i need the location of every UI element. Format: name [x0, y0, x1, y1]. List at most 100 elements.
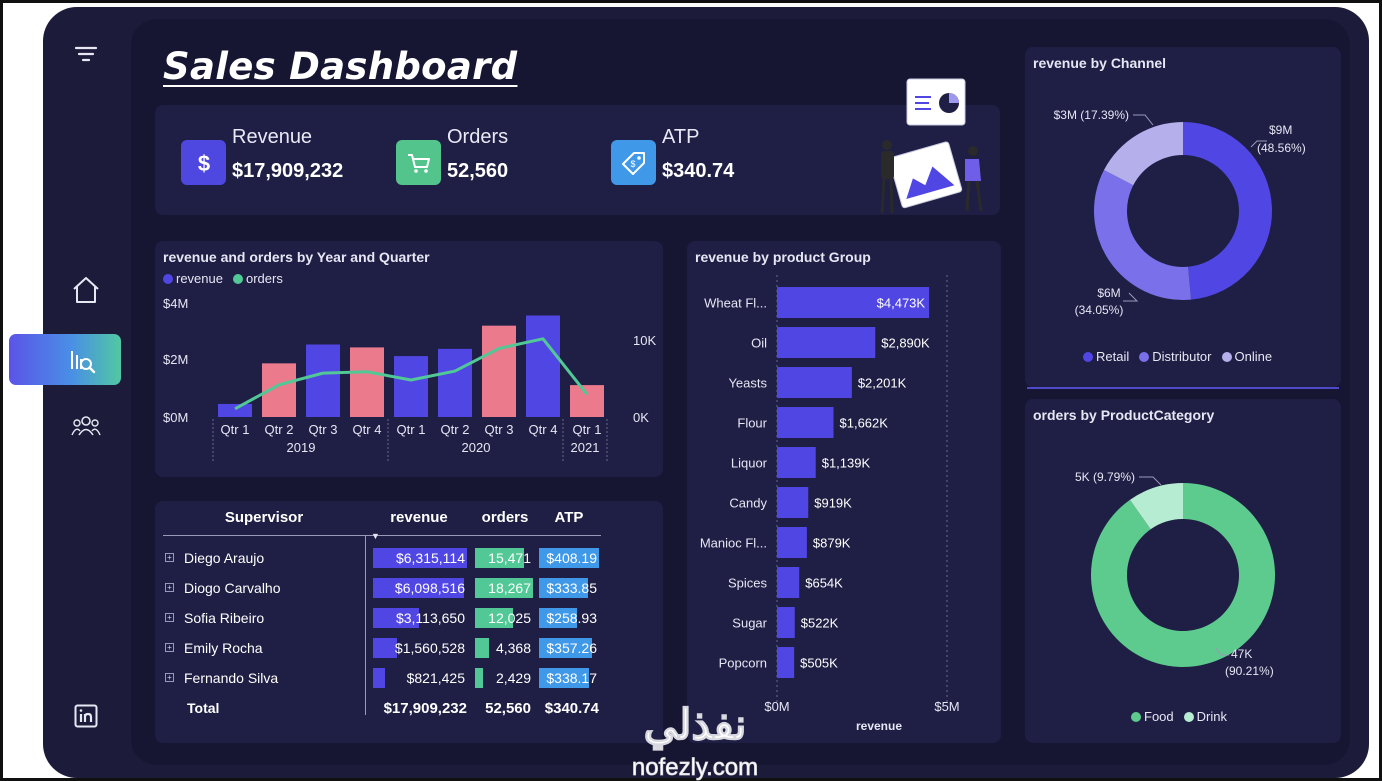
donut-slice[interactable] [1129, 483, 1183, 530]
orders-cell-value: 4,368 [495, 640, 531, 656]
table-row[interactable]: + Emily Rocha $1,560,528 4,368 $357.26 [163, 633, 601, 663]
orders-cell: 12,025 [475, 607, 533, 629]
linkedin-icon[interactable] [69, 699, 103, 733]
x-tick-label: Qtr 1 [221, 422, 250, 437]
table-row[interactable]: + Diogo Carvalho $6,098,516 18,267 $333.8… [163, 573, 601, 603]
x-tick-label: Qtr 1 [397, 422, 426, 437]
atp-cell-fill [539, 578, 588, 598]
revenue-bar[interactable] [218, 403, 252, 417]
category-label: Candy [729, 496, 767, 511]
table-column-divider [365, 535, 366, 715]
data-label: $879K [813, 536, 851, 551]
product-bar[interactable] [777, 487, 809, 518]
product-bar[interactable] [777, 327, 876, 358]
orders-cell-fill [475, 548, 524, 568]
atp-cell: $333.85 [539, 577, 599, 599]
people-icon[interactable] [69, 409, 103, 443]
revenue-bar[interactable] [570, 385, 604, 417]
kpi-orders-value: 52,560 [447, 160, 509, 182]
header-orders[interactable]: orders [473, 501, 537, 536]
donut-slice[interactable] [1091, 483, 1275, 667]
supervisor-name: Emily Rocha [184, 640, 263, 656]
legend-item-distributor[interactable]: Distributor [1139, 349, 1212, 364]
legend-item-online[interactable]: Online [1221, 349, 1272, 364]
expand-icon[interactable]: + [165, 613, 174, 622]
revenue-cell: $6,315,114 [373, 547, 467, 569]
legend-dot-orders [232, 273, 243, 284]
product-bar[interactable] [777, 607, 795, 638]
legend-item-food[interactable]: Food [1131, 709, 1174, 724]
revenue-bar[interactable] [526, 315, 560, 418]
category-card: orders by ProductCategory 5K (9.79%) 47K… [1025, 399, 1341, 743]
revenue-cell-value: $1,560,528 [394, 640, 465, 656]
revenue-bar[interactable] [394, 356, 428, 417]
donut-slice[interactable] [1094, 170, 1192, 300]
product-bar[interactable] [777, 407, 834, 438]
orders-cell: 18,267 [475, 577, 533, 599]
expand-icon[interactable]: + [165, 673, 174, 682]
atp-cell-value: $258.93 [546, 610, 597, 626]
supervisor-name: Fernando Silva [184, 670, 279, 686]
supervisor-table-card: Supervisor revenue ▼ orders ATP + Diego Ar… [155, 501, 663, 743]
sidebar-item-analytics[interactable] [9, 334, 121, 385]
product-bar[interactable] [777, 367, 852, 398]
x-tick-label: Qtr 3 [485, 422, 514, 437]
legend-item-drink[interactable]: Drink [1183, 709, 1227, 724]
atp-cell-value: $357.26 [546, 640, 597, 656]
filter-lines-icon[interactable] [69, 37, 103, 71]
orders-cell-value: 2,429 [495, 670, 531, 686]
category-label: Flour [737, 416, 767, 431]
product-bar[interactable] [777, 647, 795, 678]
header-supervisor[interactable]: Supervisor [163, 501, 365, 536]
price-tag-icon: $ [611, 140, 656, 185]
x-tick-max: $5M [934, 699, 959, 714]
sidebar [9, 7, 131, 778]
donut-slice[interactable] [1183, 122, 1272, 300]
product-bar[interactable] [777, 447, 816, 478]
expand-icon[interactable]: + [165, 553, 174, 562]
combo-legend: revenue orders [163, 271, 283, 286]
expand-icon[interactable]: + [165, 583, 174, 592]
orders-cell-fill [475, 578, 533, 598]
legend-dot-food [1131, 711, 1141, 722]
atp-cell: $357.26 [539, 637, 599, 659]
x-axis-label: revenue [856, 719, 902, 733]
header-atp[interactable]: ATP [537, 501, 601, 536]
y-tick-right-top: 10K [633, 333, 656, 348]
table-row[interactable]: + Fernando Silva $821,425 2,429 $338.17 [163, 663, 601, 693]
total-revenue: $17,909,232 [383, 699, 467, 717]
revenue-cell-fill [373, 638, 397, 658]
callout-line-drink [1139, 476, 1162, 486]
legend-item-orders[interactable]: orders [232, 271, 283, 286]
page-title: Sales Dashboard [163, 45, 518, 88]
revenue-bar[interactable] [350, 347, 384, 417]
revenue-bar[interactable] [438, 348, 472, 417]
legend-item-revenue[interactable]: revenue [163, 271, 223, 286]
category-label-drink: 5K (9.79%) [1075, 470, 1135, 484]
expand-icon[interactable]: + [165, 643, 174, 652]
y-tick-left-bottom: $0M [163, 410, 188, 425]
kpi-revenue-value: $17,909,232 [232, 160, 344, 182]
product-bar[interactable] [777, 567, 800, 598]
product-bar[interactable] [777, 287, 930, 318]
y-tick-left-top: $4M [163, 296, 188, 311]
revenue-bar[interactable] [482, 325, 516, 417]
supervisor-name: Diogo Carvalho [184, 580, 281, 596]
table-row[interactable]: + Diego Araujo $6,315,114 15,471 $408.19 [163, 543, 601, 573]
product-bar[interactable] [777, 527, 807, 558]
revenue-cell-value: $3,113,650 [395, 610, 465, 626]
revenue-bar[interactable] [306, 344, 340, 418]
orders-cell: 2,429 [475, 667, 533, 689]
table-row[interactable]: + Sofia Ribeiro $3,113,650 12,025 $258.93 [163, 603, 601, 633]
card-divider [1027, 387, 1339, 389]
donut-slice[interactable] [1103, 122, 1183, 186]
revenue-cell-fill [373, 548, 467, 568]
data-label: $654K [805, 576, 843, 591]
orders-cell-fill [475, 608, 513, 628]
header-revenue[interactable]: revenue ▼ [365, 501, 473, 541]
legend-item-retail[interactable]: Retail [1083, 349, 1129, 364]
home-icon[interactable] [69, 273, 103, 307]
svg-text:$: $ [630, 159, 635, 169]
channel-chart-title: revenue by Channel [1033, 55, 1167, 71]
orders-cell-value: 12,025 [488, 610, 531, 626]
